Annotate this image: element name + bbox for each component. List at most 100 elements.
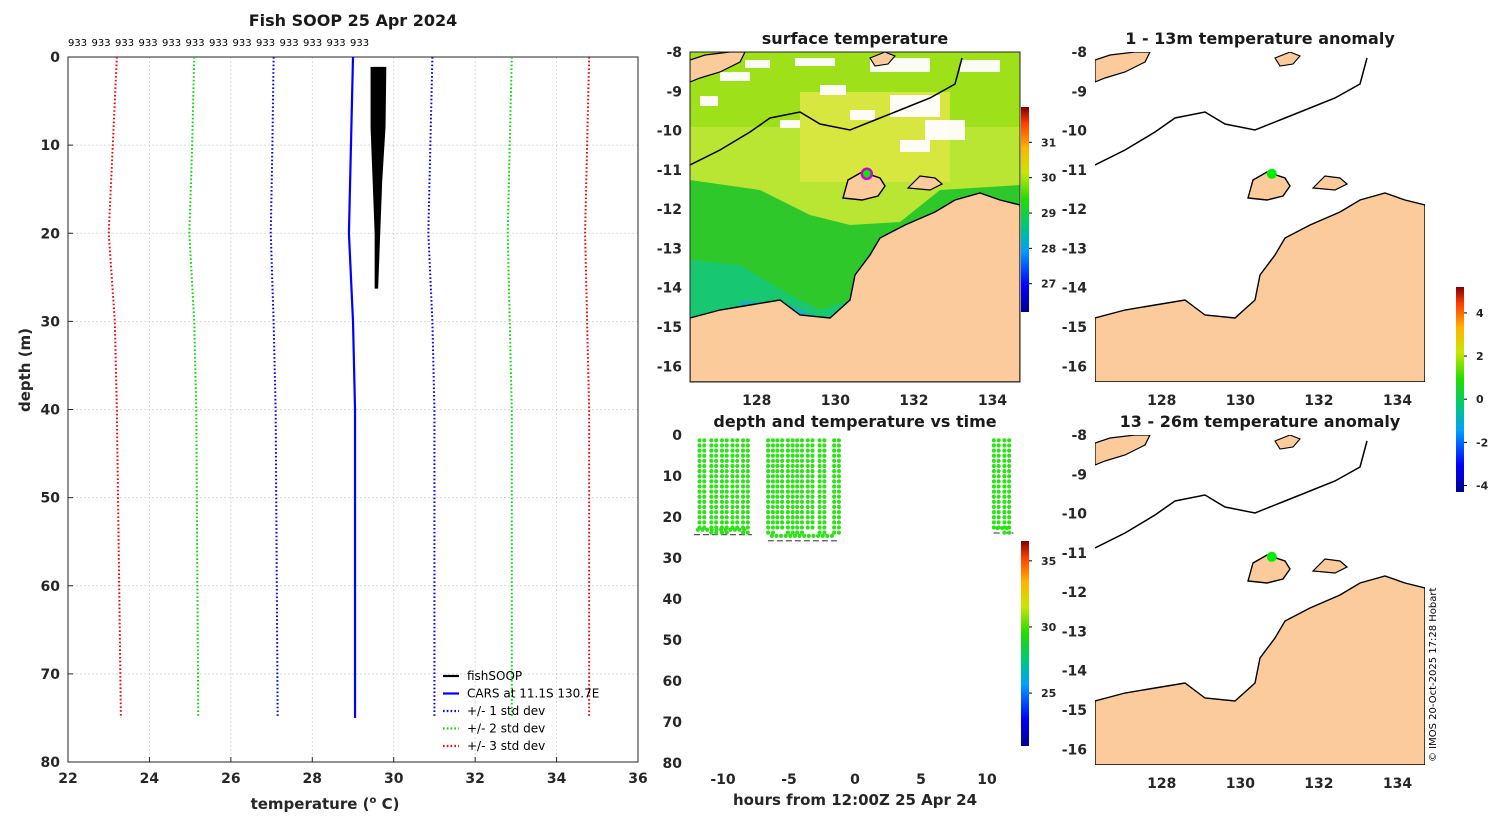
profile-ylabel: depth (m) [16, 328, 34, 412]
x-tick-label: 28 [303, 771, 322, 787]
y-tick-label: 40 [41, 403, 61, 419]
cast-point [724, 463, 729, 469]
x-tick-label: 5 [916, 772, 926, 788]
cast-point [795, 438, 800, 443]
cast-point [996, 504, 1001, 510]
cast-point [775, 438, 780, 443]
cast-count-label: 933 [327, 38, 346, 49]
cast-point [766, 530, 771, 535]
map-lat-label: -10 [657, 124, 683, 140]
cast-point [1002, 494, 1007, 499]
y-tick-label: 0 [50, 50, 60, 66]
map-lat-label: -14 [1062, 281, 1088, 297]
cast-point [770, 448, 775, 453]
cast-point [785, 520, 791, 525]
cast-point [735, 479, 740, 484]
cast-point [991, 499, 996, 504]
cast-point [790, 525, 795, 530]
cast-point [780, 453, 785, 458]
cast-point [766, 458, 771, 463]
cast-point [788, 533, 793, 538]
cast-point [790, 443, 795, 448]
cast-point [825, 533, 830, 538]
cast-point [805, 509, 810, 515]
anomaly-1-13-map [1095, 52, 1425, 382]
y-tick-label: 30 [663, 551, 683, 567]
y-tick-label: 70 [663, 715, 683, 731]
cast-point [709, 515, 714, 520]
cast-point [805, 463, 810, 469]
cast-point [730, 453, 735, 458]
cast-point [810, 468, 815, 474]
legend-label: fishSOOP [467, 669, 522, 683]
cast-point [822, 515, 827, 520]
anomaly-13-26-panel: 13 - 26m temperature anomaly 128 130 132 13… [1062, 412, 1425, 792]
cast-point [996, 474, 1001, 479]
cast-point [766, 509, 771, 515]
cast-point [745, 438, 750, 443]
credit-text: © IMOS 20-Oct-2025 17:28 Hobart [1428, 587, 1439, 762]
map-lon-label: 128 [1147, 393, 1176, 409]
cast-point [697, 453, 702, 458]
cast-point [740, 458, 746, 463]
cast-point [817, 489, 822, 494]
cast-point [719, 458, 725, 463]
cast-point [832, 463, 837, 469]
cast-point [780, 525, 785, 530]
cast-point [822, 463, 827, 469]
cast-point [719, 520, 725, 525]
profile-ticks: 22 24 26 28 30 32 34 36 0 10 20 30 40 50 60 70 80 [41, 50, 648, 787]
cast-count-label: 933 [303, 38, 322, 49]
cast-point [730, 448, 735, 453]
cast-point [832, 453, 837, 458]
cast-point [795, 479, 800, 484]
series-fishsoop [370, 66, 387, 289]
cast-point [810, 453, 815, 458]
cast-point [719, 484, 725, 489]
cast-point [790, 515, 795, 520]
map-lat-label: -14 [1062, 664, 1088, 680]
cast-point [790, 453, 795, 458]
colorbar-label: 28 [1041, 242, 1056, 255]
anomaly-13-26-title: 13 - 26m temperature anomaly [1120, 412, 1401, 431]
cast-point [735, 443, 740, 448]
cast-point [1002, 458, 1007, 463]
cast-point [1007, 520, 1012, 525]
cast-point [832, 489, 837, 494]
cast-point [745, 458, 750, 463]
cast-point [709, 484, 714, 489]
anomaly-1-13-ticks: 128 130 132 134 -8 -9 -10 -11 -12 -13 -14 -15 -16 [1062, 45, 1413, 409]
cast-point [770, 515, 775, 520]
cast-point [730, 499, 735, 504]
cast-point [697, 494, 702, 499]
cast-point [714, 448, 719, 453]
cast-point [785, 509, 791, 515]
cast-point [709, 527, 714, 532]
sst-map-panel: surface temperature [657, 29, 1057, 409]
cast-point [1002, 474, 1007, 479]
cast-point [836, 525, 841, 530]
cast-point [1002, 489, 1007, 494]
cast-point [795, 463, 800, 469]
cast-point [785, 453, 791, 458]
map-lon-label: 128 [1147, 776, 1176, 792]
cast-point [770, 468, 775, 474]
cast-point [991, 479, 996, 484]
cast-count-label: 933 [280, 38, 299, 49]
map-lat-label: -15 [1062, 320, 1087, 336]
cast-point [1007, 443, 1012, 448]
depth-time-colorbar-ticks: 25 30 35 [1029, 555, 1057, 700]
map-lon-label: 130 [821, 393, 850, 409]
cast-point [795, 468, 800, 474]
cast-point [770, 453, 775, 458]
cast-point [783, 533, 788, 538]
cast-point [832, 504, 837, 510]
cast-point [1002, 468, 1007, 474]
colorbar-label: 25 [1041, 687, 1056, 700]
cast-point [735, 458, 740, 463]
cast-point [724, 474, 729, 479]
map-lon-label: 134 [978, 393, 1007, 409]
cast-point [996, 448, 1001, 453]
cast-point [714, 468, 719, 474]
cast-point [766, 463, 771, 469]
